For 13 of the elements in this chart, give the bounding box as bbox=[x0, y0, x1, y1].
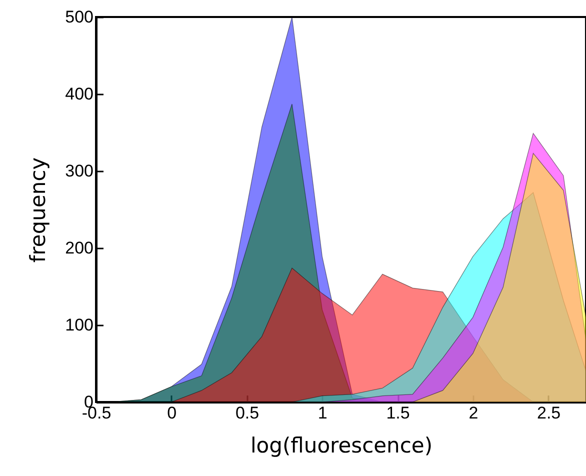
x-tick-label: 1.5 bbox=[386, 404, 410, 422]
y-tick-label: 100 bbox=[65, 316, 94, 334]
x-tick-label: 1 bbox=[318, 404, 328, 422]
y-tick-label: 300 bbox=[65, 162, 94, 180]
x-tick-label: 0.5 bbox=[235, 404, 260, 422]
x-tick-label: 0 bbox=[167, 404, 177, 422]
y-tick-label: 200 bbox=[65, 238, 94, 258]
x-tick-label: 2.5 bbox=[536, 404, 561, 422]
x-axis-title: log(fluorescence) bbox=[250, 434, 433, 458]
y-axis-title: frequency bbox=[26, 157, 50, 263]
x-tick-label: 2 bbox=[468, 404, 478, 422]
y-tick-label: 500 bbox=[65, 8, 94, 26]
y-tick-label: 400 bbox=[65, 84, 94, 104]
